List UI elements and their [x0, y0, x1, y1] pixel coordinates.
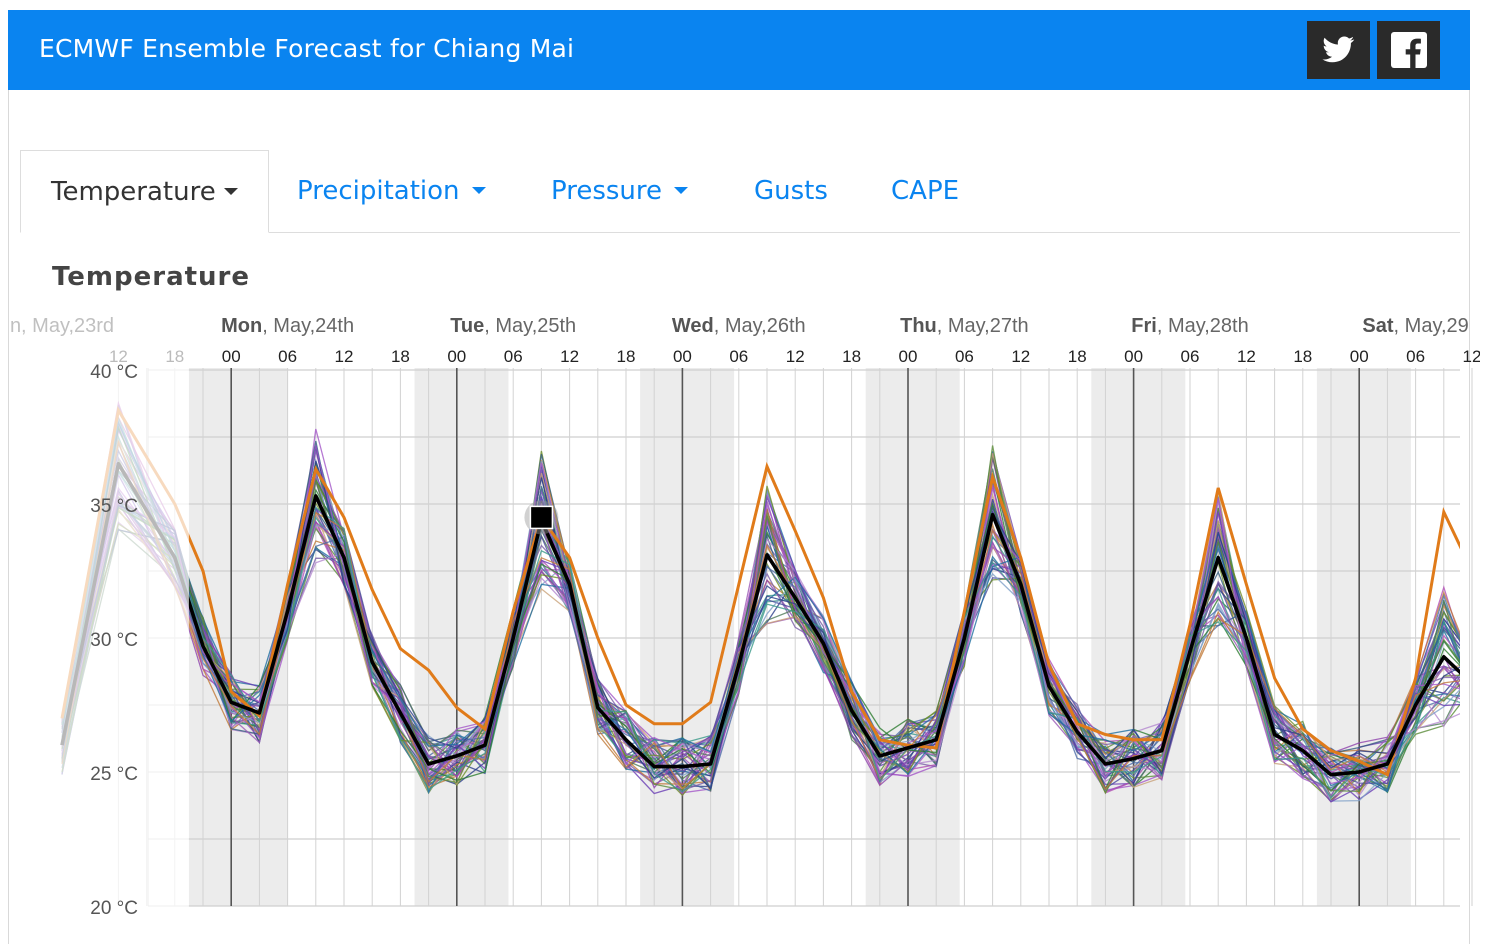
night-bands: [188, 368, 1411, 906]
hour-tick-label: 06: [278, 347, 297, 366]
caret-down-icon: [674, 186, 689, 194]
night-band: [414, 368, 509, 906]
day-label-date: , May,24th: [262, 315, 354, 337]
y-tick-label: 20 °C: [90, 898, 138, 919]
day-label-weekday: Sat: [1362, 315, 1393, 337]
facebook-icon: [1391, 32, 1427, 68]
chart-grid: [117, 368, 1473, 907]
hour-tick-label: 12: [335, 347, 354, 366]
top-bar: ECMWF Ensemble Forecast for Chiang Mai: [8, 10, 1470, 90]
hour-tick-label: 00: [673, 347, 692, 366]
tab-cape-label: CAPE: [891, 176, 960, 206]
hour-tick-label: 06: [955, 347, 974, 366]
y-tick-label: 25 °C: [90, 764, 138, 785]
night-band: [1316, 368, 1411, 906]
hour-tick-label: 18: [391, 347, 410, 366]
control-run-line: [60, 406, 1460, 777]
hour-tick-label: 06: [1406, 347, 1425, 366]
axis-labels: 40 °C 35 °C 30 °C 25 °C 20 °C 12 18 00 06 12 18 00 0…: [10, 315, 1480, 919]
tab-temperature[interactable]: Temperature: [20, 150, 269, 233]
hour-tick-label: 00: [1124, 347, 1143, 366]
facebook-share-button[interactable]: [1377, 21, 1440, 79]
ensemble-member-line: [61, 445, 1460, 785]
tab-temperature-label: Temperature: [51, 177, 216, 207]
day-label: Thu, May,27th: [900, 315, 1029, 337]
marker-square: [529, 505, 554, 530]
day-label: Sat, May,29: [1362, 315, 1468, 337]
tab-precipitation-label: Precipitation: [297, 176, 460, 206]
caret-down-icon: [223, 187, 238, 195]
caret-down-icon: [471, 186, 486, 194]
tab-pressure[interactable]: Pressure: [551, 150, 689, 232]
day-label-weekday: Tue: [450, 315, 484, 337]
page-frame: [8, 10, 1470, 944]
hour-tick-label: 12: [560, 347, 579, 366]
hour-tick-label: 18: [1068, 347, 1087, 366]
hour-tick-label: 12: [1011, 347, 1030, 366]
hour-tick-label: 18: [1293, 347, 1312, 366]
page-title: ECMWF Ensemble Forecast for Chiang Mai: [39, 34, 575, 63]
day-label-date: , May,26th: [714, 315, 806, 337]
ensemble-mean-line: [60, 462, 1460, 777]
hour-tick-label: 00: [899, 347, 918, 366]
hour-tick-label: 06: [504, 347, 523, 366]
day-label: Wed, May,26th: [672, 315, 806, 337]
day-label: n, May,23rd: [10, 315, 114, 337]
ensemble-member-line: [61, 470, 1460, 799]
hour-tick-label: 18: [617, 347, 636, 366]
day-label-weekday: Fri: [1131, 315, 1157, 337]
day-label-date: , May,27th: [937, 315, 1029, 337]
day-label-date: , May,29: [1394, 315, 1469, 337]
day-label-weekday: Mon: [221, 315, 262, 337]
twitter-icon: [1322, 36, 1355, 63]
day-label: Fri, May,28th: [1131, 315, 1248, 337]
tab-gusts[interactable]: Gusts: [754, 150, 828, 232]
y-tick-label: 40 °C: [90, 362, 138, 383]
hour-tick-label: 12: [786, 347, 805, 366]
hour-tick-label: 18: [842, 347, 861, 366]
twitter-share-button[interactable]: [1307, 21, 1370, 79]
hour-tick-label: 06: [729, 347, 748, 366]
hour-tick-label: 12: [1463, 347, 1480, 366]
tab-bar: Temperature Precipitation Pressure Gusts…: [20, 150, 1460, 233]
hour-tick-label: 12: [109, 347, 128, 366]
day-label: Tue, May,25th: [450, 315, 576, 337]
night-band: [640, 368, 735, 906]
hour-tick-label: 06: [1181, 347, 1200, 366]
hour-tick-label: 00: [222, 347, 241, 366]
past-fade-overlay: [18, 310, 189, 915]
tab-gusts-label: Gusts: [754, 176, 828, 206]
night-band: [1091, 368, 1186, 906]
day-label-date: , May,25th: [484, 315, 576, 337]
day-label-weekday: Thu: [900, 315, 937, 337]
hour-tick-label: 00: [1350, 347, 1369, 366]
night-band: [865, 368, 960, 906]
day-label: Mon, May,24th: [221, 315, 354, 337]
tab-precipitation[interactable]: Precipitation: [297, 150, 486, 232]
hour-tick-label: 12: [1237, 347, 1256, 366]
temperature-chart[interactable]: 40 °C 35 °C 30 °C 25 °C 20 °C 12 18 00 06 12 18 00 0…: [0, 300, 1480, 940]
chart-section-title: Temperature: [52, 262, 251, 292]
tab-pressure-label: Pressure: [551, 176, 663, 206]
tab-cape[interactable]: CAPE: [891, 150, 959, 232]
day-label-weekday: Wed: [672, 315, 714, 337]
hour-tick-label: 18: [165, 347, 184, 366]
main-series: [60, 406, 1460, 777]
y-tick-label: 30 °C: [90, 630, 138, 651]
hour-tick-label: 00: [447, 347, 466, 366]
hover-marker[interactable]: [524, 500, 559, 535]
y-tick-label: 35 °C: [90, 496, 138, 517]
day-label-date: , May,28th: [1157, 315, 1249, 337]
